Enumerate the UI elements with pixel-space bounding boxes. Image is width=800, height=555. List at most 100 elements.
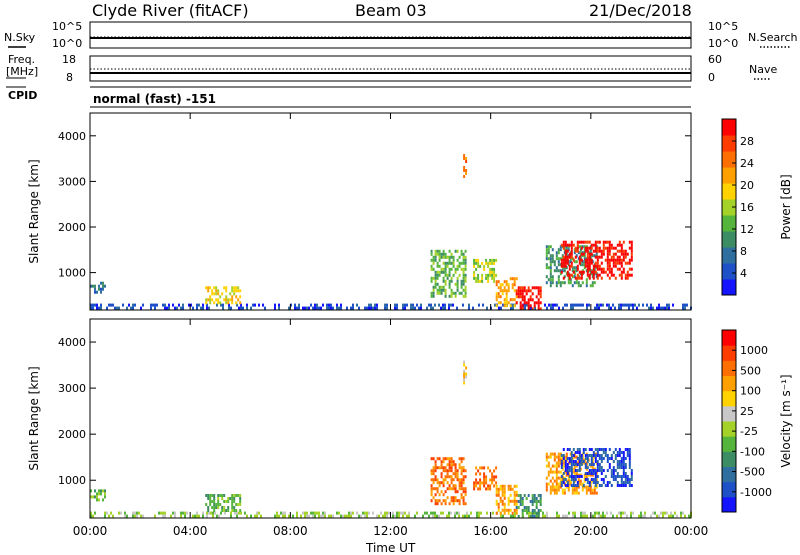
data-cell-1-6 — [535, 500, 538, 503]
data-cell-1-8 — [594, 460, 597, 463]
data-cell-0-1 — [116, 306, 118, 310]
data-cell-1-1 — [630, 511, 632, 515]
data-cell-0-1 — [638, 303, 640, 307]
data-cell-0-1 — [242, 306, 244, 310]
data-cell-1-2 — [239, 509, 242, 512]
data-cell-1-1 — [172, 511, 174, 515]
data-cell-0-1 — [646, 303, 648, 307]
data-cell-1-8 — [602, 478, 605, 481]
data-cell-1-3 — [440, 481, 443, 485]
data-cell-1-1 — [456, 511, 458, 515]
data-cell-1-6 — [521, 515, 524, 518]
data-cell-0-7 — [547, 278, 550, 282]
data-cell-0-1 — [684, 303, 686, 307]
data-cell-1-5 — [495, 493, 498, 497]
data-cell-1-3 — [440, 460, 443, 464]
data-cell-1-1 — [572, 511, 574, 515]
noise-right-tick-bottom: 10^0 — [708, 37, 739, 50]
data-cell-0-1 — [154, 306, 156, 310]
data-cell-0-1 — [328, 306, 330, 310]
data-cell-1-1 — [162, 511, 164, 515]
data-cell-0-7 — [593, 281, 596, 285]
data-cell-0-2 — [209, 286, 212, 290]
data-cell-1-8 — [572, 463, 575, 466]
data-cell-1-5 — [501, 493, 504, 497]
data-cell-1-8 — [620, 460, 623, 463]
data-cell-0-7 — [549, 284, 552, 288]
data-cell-1-4 — [491, 481, 494, 485]
data-cell-0-0 — [100, 290, 102, 294]
data-cell-0-5 — [503, 298, 506, 302]
data-cell-0-6 — [539, 292, 542, 296]
data-cell-1-3 — [436, 487, 439, 491]
data-cell-1-8 — [576, 457, 579, 460]
data-cell-1-3 — [436, 490, 439, 494]
data-cell-1-8 — [584, 457, 587, 460]
data-cell-1-1 — [338, 511, 340, 515]
data-cell-1-1 — [194, 514, 196, 518]
data-cell-1-8 — [574, 469, 577, 472]
data-cell-1-1 — [276, 511, 278, 515]
data-cell-1-7 — [555, 464, 558, 468]
data-cell-1-3 — [450, 466, 453, 470]
data-cell-0-6 — [517, 292, 520, 296]
data-cell-1-8 — [562, 472, 565, 475]
data-cell-0-3 — [464, 291, 467, 295]
colorbar-label-0-3: 16 — [740, 201, 754, 214]
data-cell-0-3 — [462, 273, 465, 277]
data-cell-0-3 — [456, 288, 459, 292]
data-cell-0-5 — [497, 280, 500, 284]
data-cell-0-3 — [446, 264, 449, 268]
data-cell-0-8 — [566, 255, 569, 259]
data-cell-1-7 — [555, 467, 558, 471]
data-cell-0-3 — [464, 249, 467, 253]
data-cell-1-8 — [600, 457, 603, 460]
data-cell-1-2 — [233, 494, 236, 497]
data-cell-0-3 — [442, 276, 445, 280]
data-cell-1-1 — [564, 514, 566, 518]
data-cell-1-5 — [513, 502, 516, 506]
data-cell-1-5 — [513, 496, 516, 500]
data-cell-1-8 — [614, 457, 617, 460]
data-cell-1-1 — [510, 514, 512, 518]
data-cell-1-1 — [386, 511, 388, 515]
data-cell-1-1 — [586, 514, 588, 518]
data-cell-1-3 — [460, 460, 463, 464]
data-cell-1-5 — [515, 493, 518, 497]
data-cell-0-3 — [450, 291, 453, 295]
data-cell-1-0 — [100, 492, 102, 496]
data-cell-1-1 — [448, 511, 450, 515]
data-cell-0-8 — [612, 273, 615, 277]
data-cell-0-3 — [462, 255, 465, 259]
data-cell-0-2 — [237, 289, 240, 293]
data-cell-0-3 — [436, 264, 439, 268]
data-cell-0-6 — [537, 289, 540, 293]
colorbar-label-0-1: 24 — [740, 157, 754, 170]
data-cell-1-8 — [608, 481, 611, 484]
data-cell-0-7 — [569, 281, 572, 285]
data-cell-1-1 — [632, 511, 634, 515]
data-cell-1-5 — [515, 490, 518, 494]
data-cell-0-8 — [612, 252, 615, 256]
data-cell-1-1 — [134, 514, 136, 518]
data-cell-0-3 — [460, 282, 463, 286]
data-cell-0-1 — [384, 306, 386, 310]
data-cell-1-2 — [237, 503, 240, 506]
data-cell-0-8 — [562, 276, 565, 280]
data-cell-1-8 — [616, 460, 619, 463]
data-cell-1-8 — [620, 478, 623, 481]
data-cell-1-7 — [585, 467, 588, 471]
data-cell-0-1 — [336, 303, 338, 307]
data-cell-0-3 — [434, 276, 437, 280]
data-cell-0-1 — [306, 306, 308, 310]
data-cell-1-5 — [495, 490, 498, 494]
data-cell-1-5 — [495, 502, 498, 506]
data-cell-0-5 — [503, 304, 506, 308]
data-cell-1-8 — [622, 463, 625, 466]
data-cell-0-4 — [493, 267, 496, 271]
data-cell-1-3 — [448, 460, 451, 464]
data-cell-1-5 — [507, 487, 510, 491]
data-cell-1-1 — [612, 514, 614, 518]
data-cell-1-6 — [517, 506, 520, 509]
data-cell-0-8 — [594, 243, 597, 247]
